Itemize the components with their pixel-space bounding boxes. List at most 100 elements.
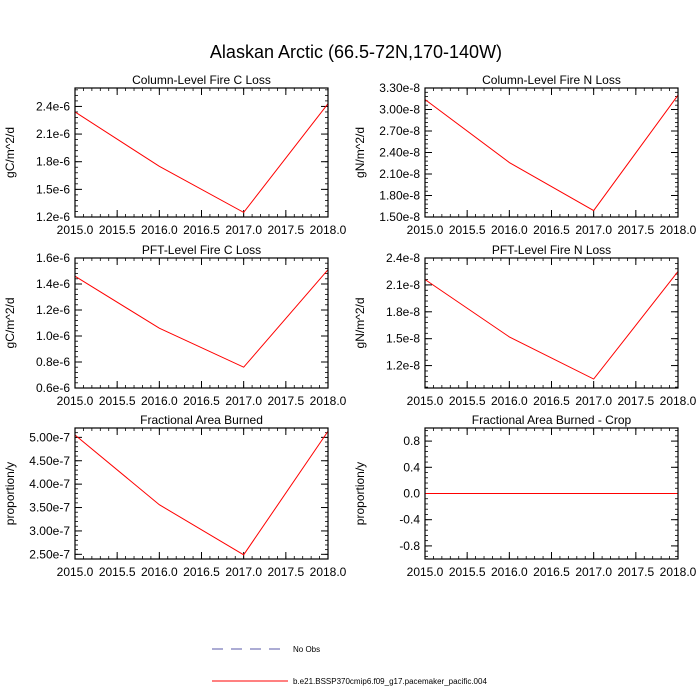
series-line — [74, 430, 329, 556]
y-axis-label: gN/m^2/d — [353, 127, 367, 178]
panel-title: PFT-Level Fire C Loss — [142, 243, 261, 257]
x-tick-label: 2015.0 — [407, 394, 444, 408]
x-tick-label: 2017.5 — [267, 394, 304, 408]
x-tick-label: 2018.0 — [310, 394, 347, 408]
x-tick-label: 2016.5 — [533, 223, 570, 237]
y-tick-label: 1.2e-6 — [36, 210, 70, 224]
y-tick-label: 3.00e-7 — [29, 524, 70, 538]
y-tick-label: 2.70e-8 — [379, 124, 420, 138]
series-line — [424, 271, 679, 380]
panel-title: PFT-Level Fire N Loss — [492, 243, 611, 257]
panel-title: Fractional Area Burned — [140, 413, 263, 427]
x-tick-label: 2016.0 — [141, 565, 178, 579]
chart-panel-5: Fractional Area Burned proportion/y 2015.0… — [3, 413, 347, 579]
y-axis-label: gC/m^2/d — [3, 298, 17, 349]
x-tick-label: 2016.5 — [183, 565, 220, 579]
x-tick-label: 2015.0 — [57, 394, 94, 408]
x-tick-label: 2017.0 — [225, 223, 262, 237]
x-tick-label: 2015.0 — [407, 223, 444, 237]
x-tick-label: 2018.0 — [660, 394, 697, 408]
y-tick-label: 4.50e-7 — [29, 454, 70, 468]
y-tick-label: 2.10e-8 — [379, 167, 420, 181]
x-tick-label: 2016.5 — [183, 223, 220, 237]
x-tick-label: 2018.0 — [310, 223, 347, 237]
y-tick-label: 5.00e-7 — [29, 430, 70, 444]
plot-frame — [424, 257, 679, 389]
x-tick-label: 2015.5 — [99, 223, 136, 237]
y-tick-label: 2.4e-6 — [36, 99, 70, 113]
x-tick-label: 2017.5 — [267, 223, 304, 237]
legend-obs-label: No Obs — [293, 645, 320, 654]
y-axis-label: proportion/y — [353, 462, 367, 525]
x-tick-label: 2017.0 — [575, 394, 612, 408]
x-tick-label: 2017.5 — [267, 565, 304, 579]
x-tick-label: 2017.5 — [617, 565, 654, 579]
y-tick-label: 0.4 — [403, 460, 420, 474]
y-axis-label: gN/m^2/d — [353, 298, 367, 349]
panel-title: Column-Level Fire N Loss — [482, 73, 621, 87]
panel-title: Column-Level Fire C Loss — [132, 73, 271, 87]
y-tick-label: 2.1e-8 — [386, 278, 420, 292]
plot-frame — [74, 257, 329, 389]
x-tick-label: 2017.0 — [575, 223, 612, 237]
y-tick-label: 1.5e-8 — [386, 332, 420, 346]
x-tick-label: 2017.0 — [225, 565, 262, 579]
x-tick-label: 2015.5 — [449, 565, 486, 579]
y-tick-label: 1.8e-6 — [36, 155, 70, 169]
x-tick-label: 2016.0 — [491, 394, 528, 408]
y-tick-label: 1.6e-6 — [36, 251, 70, 265]
y-tick-label: 1.50e-8 — [379, 210, 420, 224]
y-tick-label: 0.6e-6 — [36, 381, 70, 395]
figure-title: Alaskan Arctic (66.5-72N,170-140W) — [210, 42, 502, 62]
legend-model-label: b.e21.BSSP370cmip6.f09_g17.pacemaker_pac… — [293, 677, 487, 686]
chart-panel-2: Column-Level Fire N Loss gN/m^2/d 2015.0 20… — [353, 73, 697, 237]
y-tick-label: 1.5e-6 — [36, 182, 70, 196]
x-tick-label: 2015.5 — [99, 565, 136, 579]
y-tick-label: 2.40e-8 — [379, 146, 420, 160]
y-tick-label: 1.2e-6 — [36, 303, 70, 317]
y-tick-label: 1.80e-8 — [379, 189, 420, 203]
y-axis-label: proportion/y — [3, 462, 17, 525]
y-tick-label: 0.8 — [403, 434, 420, 448]
y-tick-label: 1.2e-8 — [386, 359, 420, 373]
x-tick-label: 2018.0 — [660, 565, 697, 579]
y-tick-label: 3.00e-8 — [379, 103, 420, 117]
x-tick-label: 2015.0 — [57, 223, 94, 237]
x-tick-label: 2015.0 — [407, 565, 444, 579]
y-tick-label: 0.8e-6 — [36, 355, 70, 369]
y-tick-label: 3.30e-8 — [379, 81, 420, 95]
chart-panel-4: PFT-Level Fire N Loss gN/m^2/d 2015.0 2015.… — [353, 243, 697, 408]
x-tick-label: 2016.0 — [491, 223, 528, 237]
y-tick-label: 3.50e-7 — [29, 501, 70, 515]
legend: No Obs b.e21.BSSP370cmip6.f09_g17.pacema… — [212, 645, 487, 686]
y-tick-label: 1.0e-6 — [36, 329, 70, 343]
y-axis-label: gC/m^2/d — [3, 127, 17, 178]
y-tick-label: 4.00e-7 — [29, 477, 70, 491]
series-line — [424, 94, 679, 212]
chart-panel-1: Column-Level Fire C Loss gC/m^2/d 2015.0 20… — [3, 73, 347, 237]
chart-panel-3: PFT-Level Fire C Loss gC/m^2/d 2015.0 2015.… — [3, 243, 347, 408]
x-tick-label: 2016.0 — [141, 394, 178, 408]
x-tick-label: 2015.5 — [449, 223, 486, 237]
y-tick-label: -0.4 — [399, 513, 420, 527]
y-tick-label: 1.4e-6 — [36, 277, 70, 291]
y-tick-label: 1.8e-8 — [386, 305, 420, 319]
x-tick-label: 2015.5 — [449, 394, 486, 408]
plot-frame — [424, 427, 679, 560]
x-tick-label: 2015.5 — [99, 394, 136, 408]
x-tick-label: 2016.0 — [491, 565, 528, 579]
y-tick-label: 2.1e-6 — [36, 127, 70, 141]
y-tick-label: 2.4e-8 — [386, 251, 420, 265]
x-tick-label: 2015.0 — [57, 565, 94, 579]
x-tick-label: 2018.0 — [310, 565, 347, 579]
x-tick-label: 2016.5 — [533, 565, 570, 579]
x-tick-label: 2016.5 — [183, 394, 220, 408]
x-tick-label: 2016.0 — [141, 223, 178, 237]
panel-title: Fractional Area Burned - Crop — [472, 413, 632, 427]
plot-frame — [74, 87, 329, 218]
y-tick-label: 0.0 — [403, 487, 420, 501]
x-tick-label: 2017.0 — [225, 394, 262, 408]
chart-panel-6: Fractional Area Burned - Crop proportion/… — [353, 413, 697, 579]
plot-frame — [74, 427, 329, 560]
